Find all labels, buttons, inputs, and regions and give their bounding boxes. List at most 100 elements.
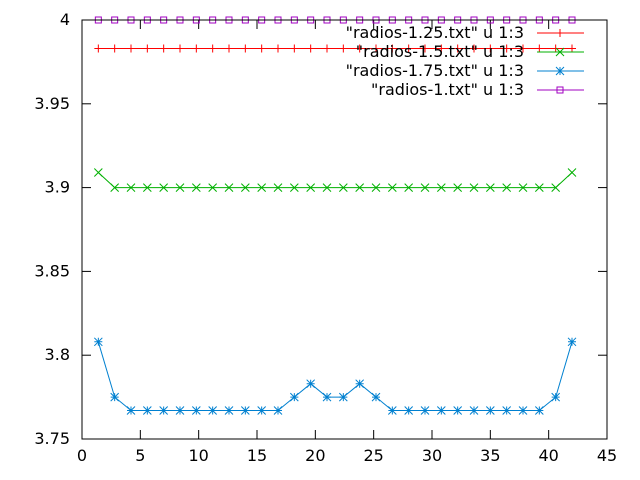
- data-point: [485, 183, 495, 192]
- legend-marker: [555, 66, 565, 76]
- data-point: [338, 392, 348, 402]
- data-point: [176, 44, 184, 53]
- data-point: [290, 44, 299, 53]
- data-point: [485, 406, 495, 415]
- data-point: [469, 183, 479, 192]
- series-line: [97, 172, 573, 189]
- y-tick-label: 3.95: [34, 94, 70, 113]
- data-point: [355, 183, 365, 192]
- x-tick-label: 10: [188, 446, 208, 465]
- data-point: [208, 406, 218, 415]
- series-3: [93, 337, 577, 415]
- data-point: [404, 44, 413, 53]
- data-point: [240, 406, 250, 415]
- data-point: [142, 183, 152, 192]
- plot-area: [93, 16, 577, 415]
- series-2: [93, 168, 577, 192]
- y-tick-label: 4: [60, 10, 70, 29]
- y-tick-label: 3.75: [34, 429, 70, 448]
- data-point: [273, 183, 283, 192]
- data-point: [274, 44, 282, 53]
- data-point: [567, 168, 577, 177]
- legend-marker: [555, 47, 565, 57]
- data-point: [93, 337, 103, 347]
- x-tick-label: 0: [77, 446, 87, 465]
- data-point: [175, 406, 185, 415]
- data-point: [388, 44, 397, 53]
- data-point: [502, 406, 512, 415]
- data-point: [519, 44, 527, 53]
- data-point: [142, 406, 152, 415]
- data-point: [257, 44, 266, 53]
- data-point: [143, 44, 152, 53]
- data-point: [339, 44, 348, 53]
- data-point: [240, 183, 250, 192]
- data-point: [126, 183, 136, 192]
- data-point: [436, 406, 446, 415]
- data-point: [420, 406, 430, 415]
- data-point: [289, 183, 299, 192]
- data-point: [568, 44, 576, 53]
- data-point: [518, 183, 528, 192]
- data-point: [257, 183, 267, 192]
- legend-entry: "radios-1.txt" u 1:3: [371, 80, 584, 99]
- data-point: [453, 183, 463, 192]
- data-point: [421, 44, 429, 53]
- data-point: [371, 392, 381, 402]
- data-point: [110, 392, 120, 402]
- y-tick-label: 3.85: [34, 261, 70, 280]
- legend-label: "radios-1.txt" u 1:3: [371, 80, 524, 99]
- y-tick-label: 3.9: [45, 178, 70, 197]
- data-point: [518, 406, 528, 415]
- data-point: [306, 44, 315, 53]
- x-tick-label: 15: [247, 446, 267, 465]
- data-point: [502, 183, 512, 192]
- data-point: [469, 406, 479, 415]
- data-point: [371, 183, 381, 192]
- data-point: [224, 406, 234, 415]
- data-point: [551, 44, 560, 53]
- x-tick-label: 30: [422, 446, 442, 465]
- data-point: [502, 44, 511, 53]
- legend: "radios-1.25.txt" u 1:3"radios-1.5.txt" …: [346, 23, 584, 99]
- plot-frame: [81, 19, 608, 440]
- legend-label: "radios-1.75.txt" u 1:3: [346, 61, 524, 80]
- series-1: [94, 44, 576, 53]
- data-point: [323, 44, 331, 53]
- data-point: [273, 406, 283, 415]
- data-point: [404, 183, 414, 192]
- data-point: [175, 183, 185, 192]
- data-point: [486, 44, 495, 53]
- data-point: [534, 406, 544, 415]
- data-point: [322, 392, 332, 402]
- data-point: [110, 44, 119, 53]
- data-point: [567, 337, 577, 347]
- y-tick-label: 3.8: [45, 345, 70, 364]
- x-tick-label: 45: [597, 446, 617, 465]
- data-point: [191, 406, 201, 415]
- data-point: [110, 183, 120, 192]
- data-point: [437, 44, 446, 53]
- data-point: [436, 183, 446, 192]
- data-point: [372, 44, 380, 53]
- legend-label: "radios-1.5.txt" u 1:3: [356, 42, 524, 61]
- data-point: [191, 183, 201, 192]
- data-point: [355, 44, 364, 53]
- data-point: [551, 183, 561, 192]
- data-point: [159, 44, 168, 53]
- x-tick-label: 5: [135, 446, 145, 465]
- data-point: [355, 379, 365, 389]
- data-point: [306, 183, 316, 192]
- data-point: [387, 406, 397, 415]
- legend-entry: "radios-1.5.txt" u 1:3: [356, 42, 584, 61]
- data-point: [387, 183, 397, 192]
- data-point: [453, 406, 463, 415]
- legend-entry: "radios-1.75.txt" u 1:3: [346, 61, 584, 80]
- legend-marker: [556, 86, 564, 94]
- data-point: [192, 44, 201, 53]
- x-tick-label: 20: [305, 446, 325, 465]
- data-point: [420, 183, 430, 192]
- data-point: [225, 44, 233, 53]
- legend-marker: [556, 29, 564, 37]
